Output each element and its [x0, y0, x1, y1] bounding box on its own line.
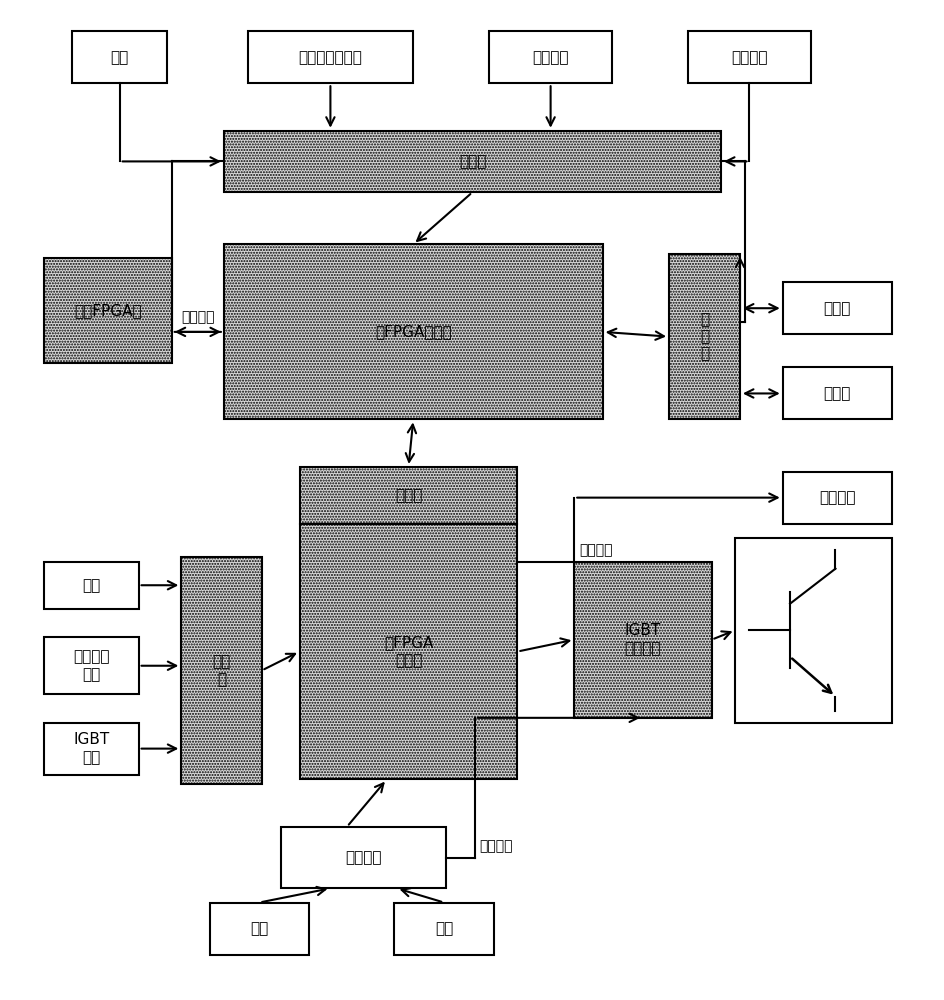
Text: 封锁信号: 封锁信号 [480, 839, 514, 853]
Bar [783, 472, 891, 524]
Text: 负载电流: 负载电流 [732, 50, 767, 65]
Text: 光纤板: 光纤板 [395, 488, 422, 503]
Text: 旁路机构: 旁路机构 [818, 490, 855, 505]
Bar [181, 557, 261, 784]
Bar [247, 31, 413, 83]
Bar [299, 524, 517, 779]
Text: IGBT
驱动电路: IGBT 驱动电路 [625, 623, 661, 656]
Text: 温度: 温度 [110, 50, 128, 65]
Bar [783, 282, 891, 334]
Bar [299, 467, 517, 524]
Text: 故障锁定: 故障锁定 [346, 850, 381, 865]
Bar [44, 562, 139, 609]
Bar [783, 367, 891, 419]
Text: 旁路信号: 旁路信号 [579, 543, 613, 557]
Text: 采样板: 采样板 [459, 154, 486, 169]
Bar [489, 31, 612, 83]
Text: 采样
板: 采样 板 [212, 654, 230, 687]
Bar [44, 723, 139, 775]
Bar [669, 254, 740, 419]
Bar [280, 827, 447, 888]
Bar [224, 131, 721, 192]
Bar [735, 538, 891, 723]
Text: 系统电压、电流: 系统电压、电流 [298, 50, 362, 65]
Text: 直流母线
电压: 直流母线 电压 [73, 650, 110, 682]
Bar [44, 637, 139, 694]
Bar [224, 244, 602, 419]
Bar [574, 562, 712, 718]
Bar [210, 903, 309, 955]
Text: 温度: 温度 [82, 578, 100, 593]
Text: 装置电流: 装置电流 [532, 50, 569, 65]
Bar [688, 31, 811, 83]
Text: 缺相: 缺相 [435, 921, 453, 936]
Text: 分FPGA
控制板: 分FPGA 控制板 [384, 635, 433, 668]
Text: 主FPGA控制板: 主FPGA控制板 [375, 324, 451, 339]
Text: 原始信号: 原始信号 [181, 310, 214, 324]
Text: 触摸屏: 触摸屏 [823, 386, 851, 401]
Bar [73, 31, 167, 83]
Text: 上位机: 上位机 [823, 301, 851, 316]
Text: 过流: 过流 [250, 921, 268, 936]
Bar [44, 258, 172, 363]
Text: 诊断FPGA板: 诊断FPGA板 [74, 303, 142, 318]
Bar [395, 903, 494, 955]
Text: 通
讻
板: 通 讻 板 [700, 312, 709, 362]
Text: IGBT
电流: IGBT 电流 [73, 732, 110, 765]
